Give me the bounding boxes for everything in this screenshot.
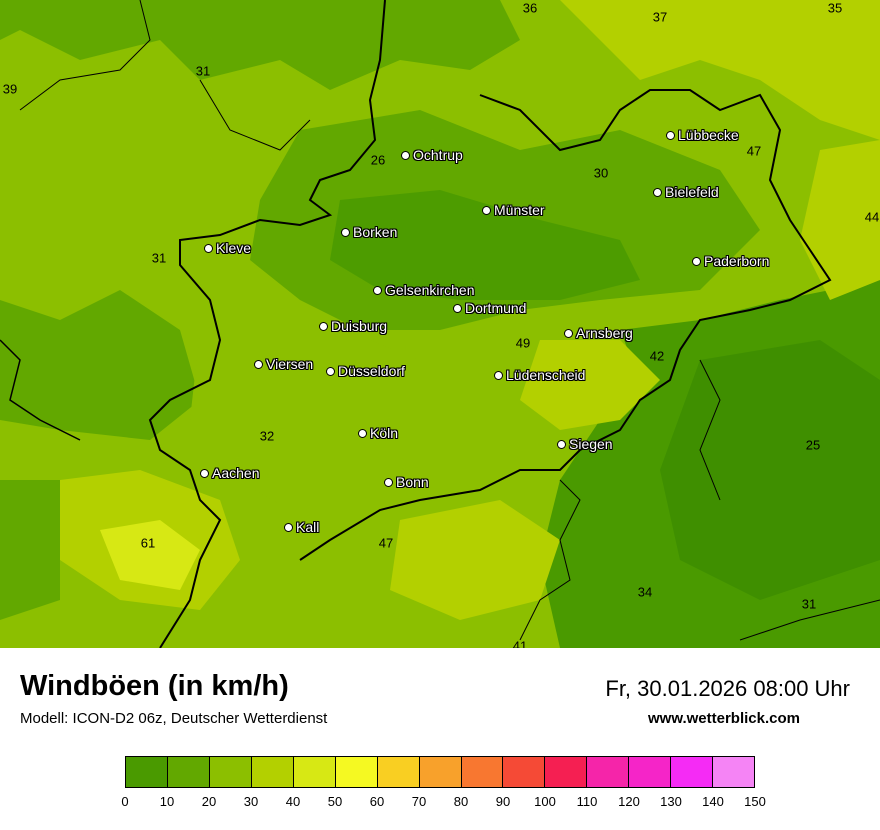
gust-value: 25 [805,437,821,453]
city-dot-icon [319,321,328,331]
city-paderborn: Paderborn [692,253,769,269]
legend-tick-label: 0 [121,794,129,809]
city-dot-icon [254,359,263,369]
legend-swatch [335,757,378,787]
forecast-datetime: Fr, 30.01.2026 08:00 Uhr [605,676,850,701]
city-dot-icon [204,243,213,253]
city-dot-icon [557,439,566,449]
gust-value: 26 [370,152,386,168]
legend-swatch [503,757,546,787]
legend-tick-label: 100 [534,794,556,809]
legend-swatch [293,757,336,787]
legend-tick-label: 70 [411,794,427,809]
city-luedenscheid: Lüdenscheid [494,367,585,383]
city-duesseldorf: Düsseldorf [326,363,405,379]
gust-value: 61 [140,535,156,551]
legend-swatch [671,757,714,787]
legend-tick-label: 10 [159,794,175,809]
city-bonn: Bonn [384,474,429,490]
legend-tick-label: 50 [327,794,343,809]
city-aachen: Aachen [200,465,259,481]
legend-tick-label: 130 [660,794,682,809]
legend-swatch [713,757,755,787]
city-kall: Kall [284,519,319,535]
legend-swatch [629,757,672,787]
legend-tick-label: 90 [495,794,511,809]
gust-value: 36 [522,0,538,16]
gust-value: 31 [151,250,167,266]
legend-tick-label: 110 [576,794,598,809]
city-dot-icon [666,130,675,140]
gust-value: 34 [637,584,653,600]
legend-tick-label: 60 [369,794,385,809]
city-gelsenkirchen: Gelsenkirchen [373,282,475,298]
color-scale-legend [125,756,755,788]
city-dortmund: Dortmund [453,300,526,316]
legend-swatch [209,757,252,787]
city-koeln: Köln [358,425,398,441]
legend-swatch [126,757,168,787]
city-dot-icon [373,285,382,295]
city-dot-icon [453,303,462,313]
legend-swatch [251,757,294,787]
legend-swatch [167,757,210,787]
city-muenster: Münster [482,202,545,218]
city-dot-icon [482,205,491,215]
city-viersen: Viersen [254,356,313,372]
legend-tick-label: 20 [201,794,217,809]
city-siegen: Siegen [557,436,613,452]
city-luebbecke: Lübbecke [666,127,739,143]
city-ochtrup: Ochtrup [401,147,463,163]
gust-value: 42 [649,348,665,364]
city-dot-icon [692,256,701,266]
map-background [0,0,880,648]
city-dot-icon [401,150,410,160]
gust-value: 37 [652,9,668,25]
city-bielefeld: Bielefeld [653,184,719,200]
gust-value: 35 [827,0,843,16]
legend-tick-label: 30 [243,794,259,809]
footer: Windböen (in km/h) Modell: ICON-D2 06z, … [0,648,880,830]
legend-tick-label: 150 [744,794,766,809]
city-borken: Borken [341,224,397,240]
gust-value: 32 [259,428,275,444]
gust-value: 44 [864,209,880,225]
city-dot-icon [284,522,293,532]
gust-value: 41 [512,638,528,649]
city-kleve: Kleve [204,240,251,256]
legend-tick-label: 40 [285,794,301,809]
legend-swatch [545,757,588,787]
city-dot-icon [653,187,662,197]
legend-swatch [419,757,462,787]
gust-value: 30 [593,165,609,181]
page-title: Windböen (in km/h) [20,670,289,702]
gust-value: 31 [195,63,211,79]
gust-value: 39 [2,81,18,97]
city-arnsberg: Arnsberg [564,325,633,341]
legend-tick-label: 80 [453,794,469,809]
website-link[interactable]: www.wetterblick.com [648,710,800,727]
wind-gust-map: Ochtrup Lübbecke Bielefeld Münster Borke… [0,0,880,648]
model-info: Modell: ICON-D2 06z, Deutscher Wetterdie… [20,710,328,727]
city-dot-icon [341,227,350,237]
legend-swatch [587,757,630,787]
city-dot-icon [494,370,503,380]
legend-swatch [461,757,504,787]
color-scale-ticks: 0 10 20 30 40 50 60 70 80 90 100 110 120 130 140 150 [0,794,880,814]
city-dot-icon [384,477,393,487]
city-dot-icon [200,468,209,478]
gust-value: 31 [801,596,817,612]
gust-value: 47 [378,535,394,551]
legend-swatch [377,757,420,787]
city-dot-icon [358,428,367,438]
gust-value: 49 [515,335,531,351]
city-dot-icon [564,328,573,338]
city-dot-icon [326,366,335,376]
legend-tick-label: 140 [702,794,724,809]
legend-tick-label: 120 [618,794,640,809]
city-duisburg: Duisburg [319,318,387,334]
gust-value: 47 [746,143,762,159]
